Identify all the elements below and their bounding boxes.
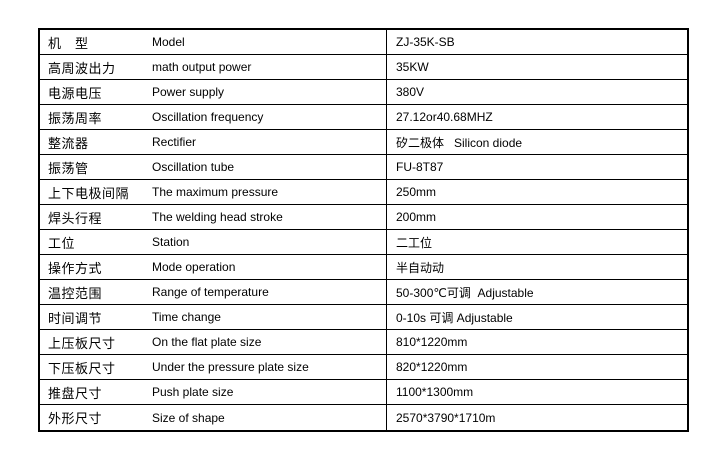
spec-label-cell: 高周波出力 math output power (40, 55, 387, 79)
spec-value: 810*1220mm (396, 335, 468, 349)
spec-label-cn: 振荡周率 (48, 110, 103, 126)
spec-value: 380V (396, 85, 425, 99)
spec-label-en: Power supply (152, 85, 225, 99)
spec-value: 矽二极体 Silicon diode (396, 135, 523, 150)
spec-label-cn: 下压板尺寸 (48, 360, 116, 376)
spec-label-en: Station (152, 235, 190, 249)
spec-label-cell: 操作方式 Mode operation (40, 255, 387, 279)
spec-label-cn: 振荡管 (48, 160, 89, 176)
spec-label-cn: 整流器 (48, 135, 89, 151)
spec-label-cn: 机 型 (48, 35, 89, 51)
table-row: 下压板尺寸 Under the pressure plate size 820*12… (40, 355, 687, 380)
spec-label-en: math output power (152, 60, 252, 74)
table-row: 工位 Station 二工位 (40, 230, 687, 255)
spec-value: ZJ-35K-SB (396, 35, 455, 49)
table-row: 机 型 Model ZJ-35K-SB (40, 30, 687, 55)
table-row: 高周波出力 math output power 35KW (40, 55, 687, 80)
spec-label-cell: 机 型 Model (40, 30, 387, 54)
spec-label-en: The welding head stroke (152, 210, 283, 224)
spec-label-cn: 工位 (48, 235, 76, 251)
spec-label-en: Size of shape (152, 410, 225, 425)
spec-label-en: Rectifier (152, 135, 197, 149)
spec-label-cn: 上下电极间隔 (48, 185, 130, 201)
spec-label-en: Range of temperature (152, 285, 269, 299)
spec-value: FU-8T87 (396, 160, 444, 174)
spec-value: 35KW (396, 60, 429, 74)
spec-label-cell: 时间调节 Time change (40, 305, 387, 329)
spec-label-en: On the flat plate size (152, 335, 262, 349)
spec-value: 250mm (396, 185, 437, 199)
spec-label-cell: 振荡管 Oscillation tube (40, 155, 387, 179)
spec-value: 半自动动 (396, 260, 445, 275)
spec-label-en: Oscillation frequency (152, 110, 264, 124)
spec-label-en: Push plate size (152, 385, 234, 399)
spec-label-cn: 上压板尺寸 (48, 335, 116, 351)
spec-value: 200mm (396, 210, 437, 224)
spec-value: 0-10s 可调 Adjustable (396, 310, 513, 325)
spec-label-en: Under the pressure plate size (152, 360, 309, 374)
table-row: 时间调节 Time change 0-10s 可调 Adjustable (40, 305, 687, 330)
spec-label-en: Model (152, 35, 185, 49)
spec-label-cn: 焊头行程 (48, 210, 103, 226)
spec-label-cell: 温控范围 Range of temperature (40, 280, 387, 304)
table-row: 整流器 Rectifier 矽二极体 Silicon diode (40, 130, 687, 155)
spec-table-body: 机 型 Model ZJ-35K-SB 高周波出力 math output power 3… (40, 30, 687, 430)
spec-label-en: Oscillation tube (152, 160, 235, 174)
spec-label-cell: 焊头行程 The welding head stroke (40, 205, 387, 229)
spec-label-cell: 工位 Station (40, 230, 387, 254)
table-row: 焊头行程 The welding head stroke 200mm (40, 205, 687, 230)
spec-label-cell: 电源电压 Power supply (40, 80, 387, 104)
spec-label-cn: 高周波出力 (48, 60, 116, 76)
table-row: 温控范围 Range of temperature 50-300℃可调 Adjust… (40, 280, 687, 305)
spec-label-cn: 外形尺寸 (48, 411, 103, 426)
spec-label-cell: 上下电极间隔 The maximum pressure (40, 180, 387, 204)
spec-label-cn: 时间调节 (48, 310, 103, 326)
spec-value: 50-300℃可调 Adjustable (396, 285, 534, 300)
table-row: 操作方式 Mode operation 半自动动 (40, 255, 687, 280)
spec-label-cell: 整流器 Rectifier (40, 130, 387, 154)
spec-value: 2570*3790*1710m (396, 410, 496, 425)
spec-value: 1100*1300mm (396, 385, 474, 399)
spec-label-cn: 操作方式 (48, 260, 103, 276)
spec-value: 27.12or40.68MHZ (396, 110, 493, 124)
spec-label-en: Mode operation (152, 260, 236, 274)
spec-label-cn: 推盘尺寸 (48, 385, 103, 401)
spec-label-cell: 下压板尺寸 Under the pressure plate size (40, 355, 387, 379)
table-row: 上压板尺寸 On the flat plate size 810*1220mm (40, 330, 687, 355)
table-row: 推盘尺寸 Push plate size 1100*1300mm (40, 380, 687, 405)
table-row: 上下电极间隔 The maximum pressure 250mm (40, 180, 687, 205)
spec-label-en: Time change (152, 310, 221, 324)
spec-label-cell: 外形尺寸 Size of shape (40, 405, 387, 430)
spec-label-cn: 温控范围 (48, 285, 103, 301)
table-row: 振荡管 Oscillation tube FU-8T87 (40, 155, 687, 180)
spec-label-cell: 振荡周率 Oscillation frequency (40, 105, 387, 129)
spec-table: 机 型 Model ZJ-35K-SB 高周波出力 math output power 3… (38, 28, 689, 432)
spec-label-cell: 推盘尺寸 Push plate size (40, 380, 387, 404)
table-row: 外形尺寸 Size of shape 2570*3790*1710m (40, 405, 687, 430)
spec-label-cell: 上压板尺寸 On the flat plate size (40, 330, 387, 354)
spec-value: 二工位 (396, 235, 433, 250)
spec-value: 820*1220mm (396, 360, 468, 374)
spec-label-en: The maximum pressure (152, 185, 279, 199)
spec-label-cn: 电源电压 (48, 85, 103, 101)
table-row: 电源电压 Power supply 380V (40, 80, 687, 105)
table-row: 振荡周率 Oscillation frequency 27.12or40.68MHZ (40, 105, 687, 130)
